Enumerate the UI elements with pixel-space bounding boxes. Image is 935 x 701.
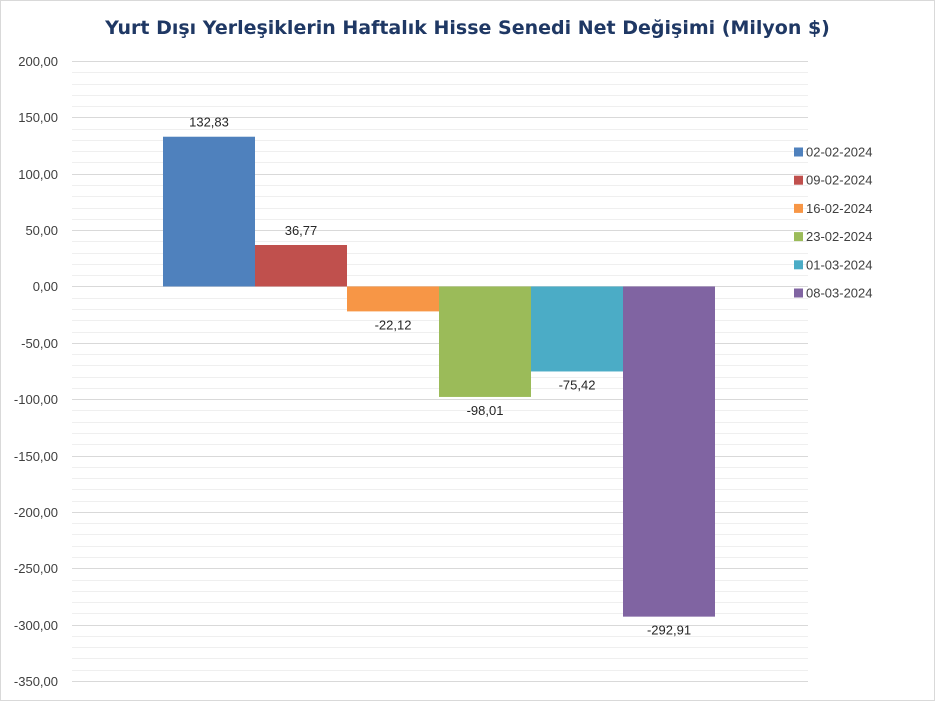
y-tick-label: 200,00 (18, 54, 58, 69)
legend-label: 23-02-2024 (806, 229, 873, 244)
bar (255, 245, 347, 287)
data-label: -22,12 (375, 317, 412, 332)
legend-label: 09-02-2024 (806, 173, 873, 188)
legend-swatch (794, 147, 803, 157)
legend-swatch (794, 260, 803, 270)
legend-label: 16-02-2024 (806, 201, 873, 216)
chart-title: Yurt Dışı Yerleşiklerin Haftalık Hisse S… (105, 17, 830, 39)
bar (347, 286, 439, 312)
data-label: 132,83 (189, 115, 229, 130)
legend-swatch (794, 203, 803, 213)
data-label: -98,01 (467, 403, 504, 418)
bar (439, 286, 531, 397)
bar (531, 286, 623, 372)
y-tick-label: -50,00 (21, 336, 58, 351)
legend-swatch (794, 288, 803, 298)
bar (163, 136, 255, 287)
legend-label: 02-02-2024 (806, 145, 873, 160)
legend-label: 01-03-2024 (806, 257, 873, 272)
y-tick-label: 150,00 (18, 110, 58, 125)
data-labels: 132,83 36,77 -22,12 -98,01 -75,42 -292,91 (189, 115, 691, 638)
y-tick-label: -300,00 (14, 618, 58, 633)
y-tick-label: -100,00 (14, 392, 58, 407)
y-tick-label: -150,00 (14, 449, 58, 464)
data-label: -75,42 (559, 377, 596, 392)
legend: 02-02-2024 09-02-2024 16-02-2024 23-02-2024… (794, 145, 873, 301)
y-axis: 200,00 150,00 100,00 50,00 0,00 -50,00 -100,00… (14, 54, 58, 689)
y-tick-label: 50,00 (25, 223, 58, 238)
data-label: 36,77 (285, 223, 318, 238)
legend-swatch (794, 175, 803, 185)
y-tick-label: -250,00 (14, 561, 58, 576)
data-label: -292,91 (647, 623, 691, 638)
legend-label: 08-03-2024 (806, 286, 873, 301)
y-tick-label: 100,00 (18, 167, 58, 182)
y-tick-label: -200,00 (14, 505, 58, 520)
legend-swatch (794, 232, 803, 242)
bar (623, 286, 715, 617)
y-tick-label: 0,00 (33, 279, 58, 294)
y-tick-label: -350,00 (14, 674, 58, 689)
bars (163, 136, 715, 617)
